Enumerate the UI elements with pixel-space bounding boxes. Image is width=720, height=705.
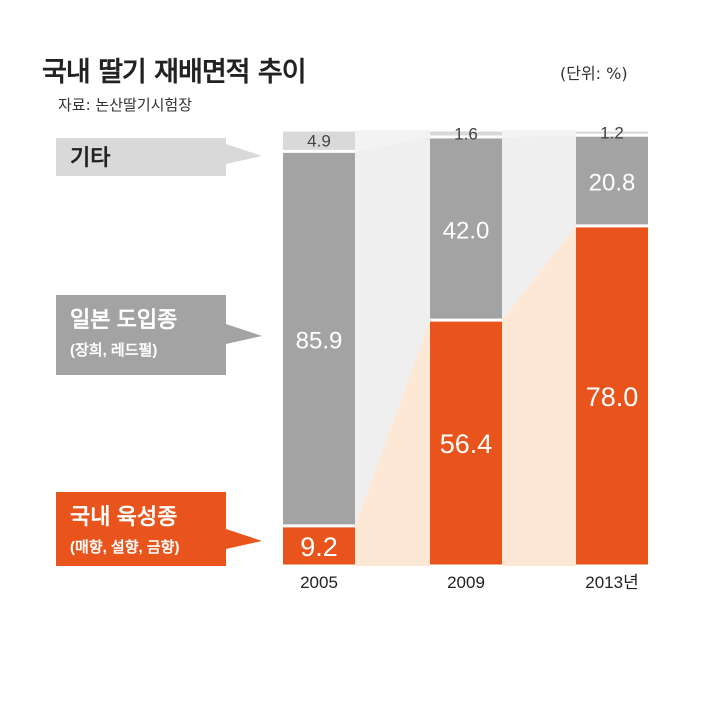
category-label: 2009 xyxy=(447,573,485,592)
connector-1-1 xyxy=(502,135,576,321)
legend-label: 기타 xyxy=(70,145,111,170)
legend-sublabel: (장희, 레드펄) xyxy=(70,341,157,359)
bar-2009-1 xyxy=(430,138,502,319)
value-label: 78.0 xyxy=(586,382,639,412)
legend-label: 국내 육성종 xyxy=(70,504,177,529)
value-label: 85.9 xyxy=(296,328,343,355)
legend-box-2 xyxy=(56,138,262,176)
value-label: 1.2 xyxy=(600,124,624,143)
legend-label: 일본 도입종 xyxy=(70,307,177,332)
bar-2009-0 xyxy=(430,321,502,565)
bar-2005-1 xyxy=(283,152,355,525)
value-label: 9.2 xyxy=(300,532,338,562)
connector-1-0 xyxy=(502,225,576,567)
unit-label: (단위: %) xyxy=(560,64,628,83)
connector-1-2 xyxy=(502,130,576,137)
value-label: 56.4 xyxy=(440,429,493,459)
value-label: 42.0 xyxy=(443,218,490,245)
legend-box-1 xyxy=(56,295,262,375)
value-label: 4.9 xyxy=(307,132,331,151)
bar-2013년-1 xyxy=(576,136,648,225)
connector-0-0 xyxy=(355,320,430,566)
bar-2009-2 xyxy=(430,131,502,136)
bar-2013년-0 xyxy=(576,227,648,565)
bar-2005-0 xyxy=(283,527,355,565)
bar-2013년-2 xyxy=(576,131,648,134)
value-label: 1.6 xyxy=(454,124,478,143)
chart-title: 국내 딸기 재배면적 추이 xyxy=(42,57,307,88)
legend-sublabel: (매향, 설향, 금향) xyxy=(70,539,179,556)
connector-0-2 xyxy=(355,130,430,152)
category-label: 2005 xyxy=(300,573,338,592)
connector-0-1 xyxy=(355,136,430,526)
source-label: 자료: 논산딸기시험장 xyxy=(58,96,193,114)
legend-box-0 xyxy=(56,492,262,566)
value-label: 20.8 xyxy=(589,170,636,197)
bar-2005-2 xyxy=(283,131,355,150)
category-label: 2013년 xyxy=(585,573,638,592)
